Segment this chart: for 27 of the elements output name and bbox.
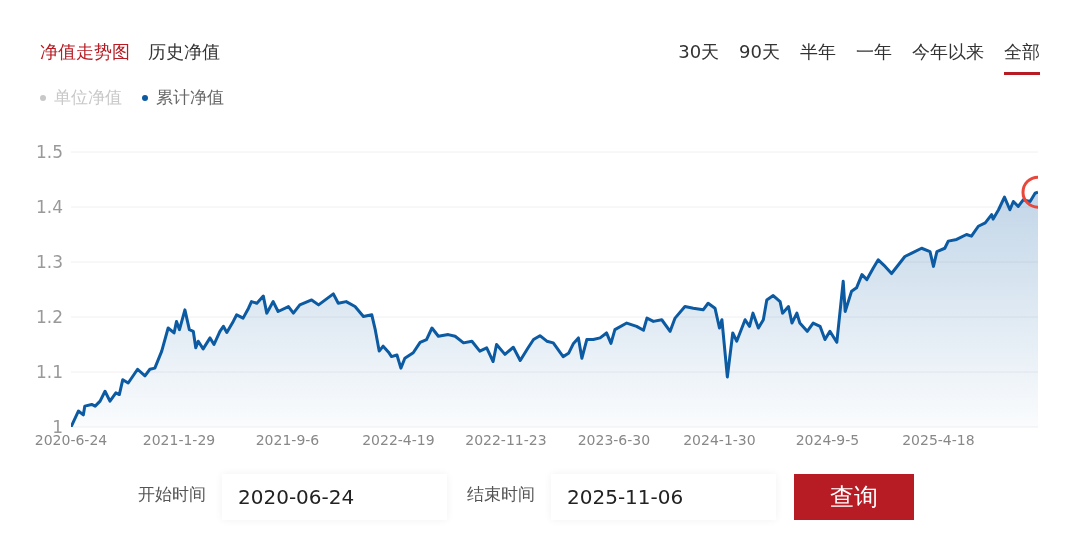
x-tick-label: 2022-11-23 [465, 431, 547, 448]
x-tick-label: 2021-9-6 [255, 431, 320, 448]
x-tick-label: 2022-4-19 [362, 431, 435, 448]
text: 历史净值 [148, 40, 220, 64]
x-tick-label: 2024-1-30 [683, 431, 756, 448]
text: 今年以来 [912, 40, 984, 64]
y-tick-label: 1.1 [35, 362, 63, 383]
text: 全部 [1004, 40, 1040, 75]
end-date-field: 2025-11-06 [551, 474, 776, 520]
y-tick-label: 1.4 [35, 197, 63, 218]
x-tick-label: 2024-9-5 [795, 431, 860, 448]
y-tick-label: 1.3 [35, 252, 63, 273]
query-button: 查询 [794, 474, 914, 520]
text: 开始时间 [138, 482, 206, 506]
x-tick-label: 2025-4-18 [902, 431, 975, 448]
legend-label: 累计净值 [155, 86, 224, 109]
text: 结束时间 [467, 482, 535, 506]
text: 一年 [856, 40, 892, 64]
y-tick-label: 1.2 [35, 307, 63, 328]
y-tick-label: 1.5 [35, 142, 63, 163]
text: 30天 [678, 40, 720, 64]
text: 半年 [800, 40, 836, 64]
x-tick-label: 2021-1-29 [142, 431, 216, 448]
text: 90天 [739, 40, 780, 64]
start-date-field: 2020-06-24 [222, 474, 447, 520]
x-tick-label: 2023-6-30 [577, 431, 651, 448]
chart-title: 净值走势图 [40, 40, 130, 64]
